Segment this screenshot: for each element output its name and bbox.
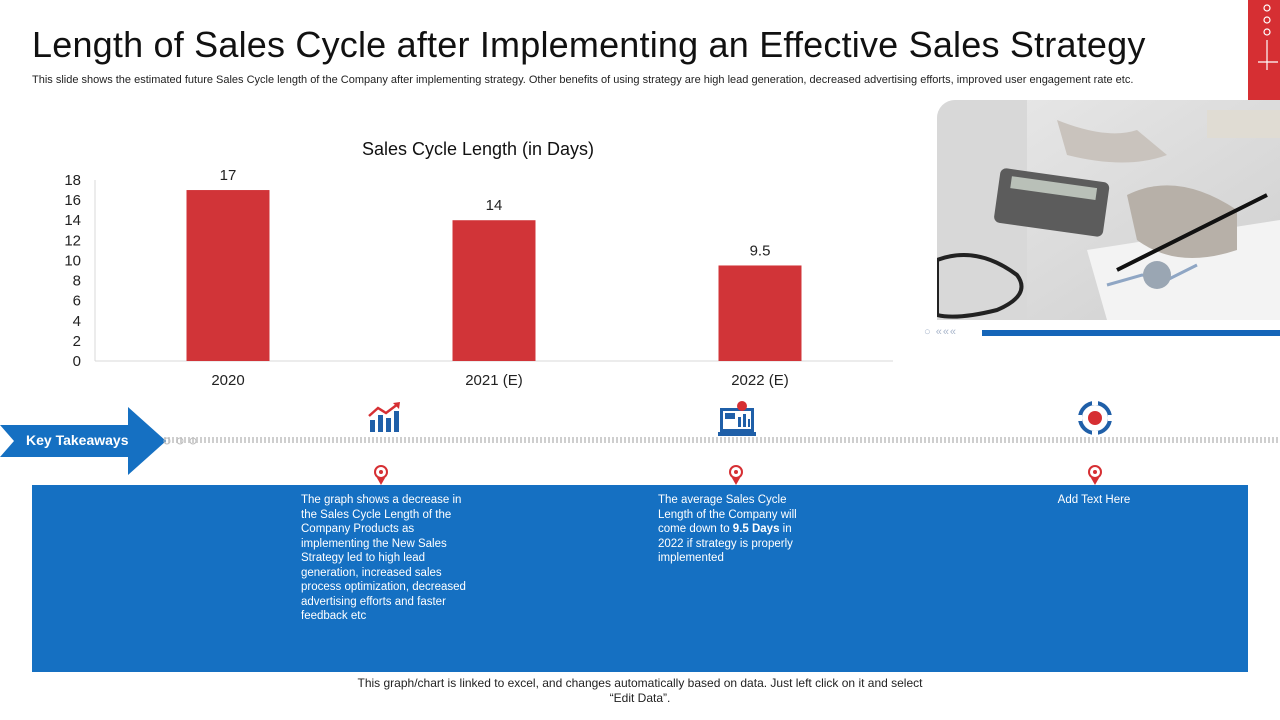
bar <box>718 265 802 361</box>
footer-note-line2: “Edit Data”. <box>609 691 671 705</box>
takeaway-text-2-part1: The average Sales Cycle Length of the Co… <box>658 494 797 535</box>
chart-title: Sales Cycle Length (in Days) <box>362 139 594 159</box>
timeline-pin-icon <box>729 465 743 485</box>
y-tick-label: 12 <box>64 232 81 249</box>
takeaway-text-2: The average Sales Cycle Length of the Co… <box>658 493 818 566</box>
takeaway-text-2-part2: in 2022 if strategy is properly implemen… <box>658 523 793 564</box>
bar-chart: Sales Cycle Length (in Days) 0 2 4 6 8 10 12 14… <box>64 139 893 389</box>
growth-chart-icon <box>368 402 400 432</box>
y-tick-label: 18 <box>64 172 81 189</box>
timeline-dots-icon <box>163 437 197 445</box>
dashboard-monitor-icon <box>718 401 756 436</box>
footer-note-line1: This graph/chart is linked to excel, and… <box>357 676 923 690</box>
refresh-target-icon <box>1077 400 1113 436</box>
corner-decoration-icon <box>1258 4 1278 70</box>
y-tick-label: 8 <box>73 273 81 290</box>
x-tick-label: 2021 (E) <box>465 372 523 389</box>
slide-title: Length of Sales Cycle after Implementing… <box>32 24 1146 65</box>
bar <box>186 190 270 361</box>
photo-illustration <box>937 100 1280 320</box>
y-tick-label: 0 <box>73 353 81 370</box>
timeline-pin-icon <box>1088 465 1102 485</box>
data-label: 14 <box>486 197 503 214</box>
y-tick-label: 4 <box>73 313 81 330</box>
y-tick-label: 16 <box>64 192 81 209</box>
takeaway-text-2-bold: 9.5 Days <box>732 523 780 535</box>
timeline-track <box>160 437 1280 443</box>
y-tick-label: 10 <box>64 252 81 269</box>
bar <box>452 220 536 361</box>
data-label: 17 <box>220 167 237 184</box>
photo-dots-decoration: ○ ««« <box>924 326 958 338</box>
desk-calculator-photo <box>937 100 1280 320</box>
y-tick-label: 2 <box>73 333 81 350</box>
data-label: 9.5 <box>750 242 771 259</box>
x-tick-label: 2020 <box>211 372 244 389</box>
takeaway-text-1: The graph shows a decrease in the Sales … <box>301 494 466 622</box>
takeaway-text-3: Add Text Here <box>1057 494 1131 506</box>
slide-subtitle: This slide shows the estimated future Sa… <box>32 74 1134 86</box>
photo-blue-bar <box>982 330 1280 336</box>
timeline-pin-icon <box>374 465 388 485</box>
x-tick-label: 2022 (E) <box>731 372 789 389</box>
takeaways-panel <box>32 485 1248 672</box>
corner-accent-tab <box>1248 0 1280 104</box>
key-takeaways-arrow <box>0 407 166 475</box>
footer-note: This graph/chart is linked to excel, and… <box>320 676 960 706</box>
key-takeaways-label: Key Takeaways <box>26 432 129 448</box>
y-tick-label: 14 <box>64 212 81 229</box>
y-tick-label: 6 <box>73 293 81 310</box>
